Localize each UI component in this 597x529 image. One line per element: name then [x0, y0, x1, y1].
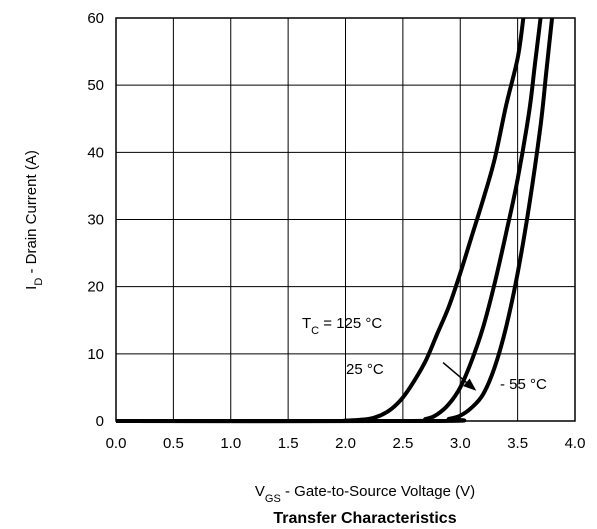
series-label-25c: 25 °C	[346, 361, 384, 378]
x-tick-label: 3.0	[450, 435, 471, 452]
y-tick-label: 50	[87, 77, 104, 94]
y-tick-label: 40	[87, 144, 104, 161]
y-tick-label: 10	[87, 346, 104, 363]
x-tick-label: 2.5	[392, 435, 413, 452]
chart-title: Transfer Characteristics	[273, 510, 456, 527]
arrow-head	[463, 378, 477, 391]
x-tick-label: 1.5	[278, 435, 299, 452]
y-tick-label: 20	[87, 279, 104, 296]
y-tick-label: 0	[96, 413, 104, 430]
x-tick-label: 2.0	[335, 435, 356, 452]
arrow-shaft	[442, 361, 467, 383]
grid	[115, 17, 576, 422]
plot-frame	[115, 17, 576, 422]
y-tick-labels: 0 10 20 30 40 50 60	[87, 10, 104, 430]
annotation-arrow	[442, 361, 477, 391]
y-tick-label: 60	[87, 10, 104, 27]
x-tick-labels: 0.0 0.5 1.0 1.5 2.0 2.5 3.0 3.5 4.0	[106, 435, 586, 452]
x-tick-label: 3.5	[507, 435, 528, 452]
x-tick-label: 0.5	[163, 435, 184, 452]
y-axis-label: ID - Drain Current (A)	[23, 150, 45, 290]
x-axis-label: VGS - Gate-to-Source Voltage (V)	[255, 483, 475, 505]
x-tick-label: 0.0	[106, 435, 127, 452]
x-tick-label: 4.0	[565, 435, 586, 452]
series-label-125c: TC = 125 °C	[302, 315, 382, 337]
series-label-minus55c: - 55 °C	[500, 376, 547, 393]
x-tick-label: 1.0	[220, 435, 241, 452]
y-tick-label: 30	[87, 212, 104, 229]
